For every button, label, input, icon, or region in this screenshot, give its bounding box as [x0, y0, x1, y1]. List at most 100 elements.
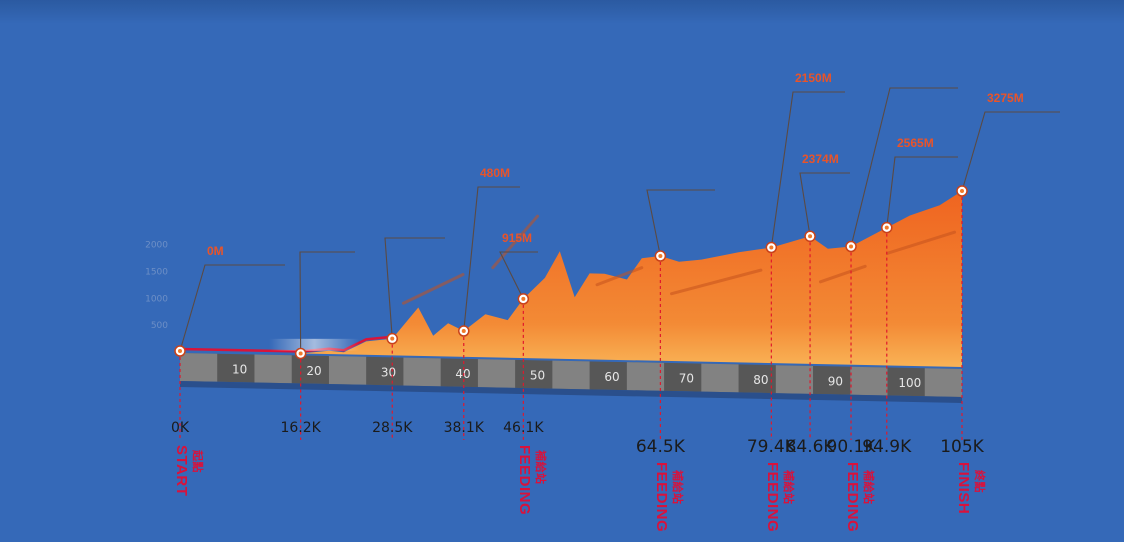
ribbon-tick-label: 60	[604, 370, 619, 384]
checkpoint-distance-label: 38.1K	[444, 420, 485, 436]
checkpoint-distance-label: 94.9K	[862, 437, 912, 457]
ridge-shade	[818, 264, 867, 284]
station-label-zh: 補給站	[782, 470, 795, 505]
station-label: FEEDING	[844, 462, 861, 532]
checkpoint-leader	[850, 87, 958, 247]
station-label-zh: 補給站	[671, 470, 684, 505]
station-label-zh: 補給站	[862, 470, 875, 505]
checkpoint-elevation-label: 915M	[502, 231, 532, 245]
checkpoint-marker-center	[884, 225, 889, 230]
y-tick-label: 1500	[145, 267, 168, 277]
checkpoint-leader	[770, 91, 845, 248]
checkpoint-distance-label: 64.5K	[636, 437, 686, 457]
checkpoint-distance-label: 46.1K	[503, 420, 544, 436]
station-label-en: FEEDING	[516, 445, 534, 516]
station-label-zh: 起點	[191, 450, 203, 473]
ridge-shade	[886, 230, 957, 255]
station-label: FEEDING	[653, 462, 670, 532]
checkpoint-distance-label: 90.1K	[827, 437, 877, 457]
ridge-shade	[491, 214, 539, 270]
checkpoint-elevation-label: 3275M	[987, 91, 1024, 105]
checkpoint-marker-center	[178, 349, 182, 353]
station-label: START	[173, 445, 190, 496]
checkpoint-marker-center	[769, 245, 774, 250]
checkpoint-elevation-label: 0M	[207, 244, 224, 258]
checkpoint-leader	[961, 111, 1060, 192]
checkpoint-marker-center	[849, 244, 854, 249]
ribbon-tick-label: 100	[898, 376, 921, 390]
checkpoint-leaders	[179, 87, 1060, 354]
ribbon-segment	[403, 357, 441, 387]
station-label-en: FEEDING	[844, 462, 862, 533]
ribbon-segment	[552, 360, 590, 390]
ribbon-segment	[701, 363, 739, 393]
distance-ribbon: 10 20 30 40 50 60 70 80 90 100	[180, 353, 962, 403]
checkpoint-distance-label: 16.2K	[280, 420, 321, 436]
station-label-zh: 終點	[973, 470, 985, 493]
station-label: FEEDING	[516, 445, 533, 515]
ribbon-segment	[626, 362, 665, 391]
ridge-shade	[595, 266, 644, 287]
ribbon-tick-label: 80	[753, 373, 768, 387]
ridge-shade	[670, 268, 763, 296]
y-axis-ticks: 500 1000 1500 2000	[145, 241, 168, 332]
station-label: FINISH	[955, 462, 972, 514]
y-tick-label: 1000	[145, 294, 168, 304]
elevation-area-shape	[180, 191, 962, 367]
ribbon-shadow	[180, 381, 962, 403]
chart-text: 0M 0K 16.2K 28.5K 480M 38.1K 915M 46.1K 64.5K 215…	[171, 71, 1024, 457]
checkpoint-elevation-label: 2150M	[795, 71, 832, 85]
station-label-en: FEEDING	[653, 462, 671, 533]
checkpoint-elevation-label: 2374M	[802, 152, 839, 166]
checkpoint-elevation-label: 480M	[480, 166, 510, 180]
elevation-ridges	[401, 214, 957, 305]
checkpoint-elevation-label: 2565M	[897, 136, 934, 150]
checkpoint-distance-label: 105K	[940, 437, 984, 457]
checkpoint-marker-center	[298, 351, 303, 356]
ribbon-tick-label: 50	[530, 369, 545, 383]
station-label-en: START	[173, 445, 190, 497]
checkpoint-marker-center	[390, 336, 395, 341]
ribbon-segment	[254, 354, 292, 384]
checkpoint-distance-label: 84.6K	[786, 437, 836, 457]
station-label-en: FEEDING	[764, 462, 782, 533]
elevation-area	[179, 191, 962, 367]
y-tick-label: 500	[151, 321, 168, 331]
checkpoint-leader	[499, 251, 538, 300]
ridge-shade	[401, 273, 465, 305]
ribbon-tick-label: 90	[828, 375, 843, 389]
ribbon-tick-label: 10	[232, 363, 247, 377]
ribbon-segment	[477, 359, 516, 388]
ribbon-tick-label: 30	[381, 366, 396, 380]
ribbon-segment	[850, 366, 888, 396]
checkpoint-marker-center	[521, 296, 526, 301]
ribbon-segment	[328, 356, 367, 385]
station-label: FEEDING	[764, 462, 781, 532]
station-label-zh: 補給站	[534, 450, 547, 485]
checkpoint-guides	[179, 197, 963, 440]
checkpoint-distance-label: 28.5K	[372, 420, 413, 436]
ribbon-tick-label: 70	[679, 372, 694, 386]
ribbon-segment	[924, 368, 962, 397]
checkpoint-leader	[799, 172, 850, 237]
start-glow	[269, 338, 360, 351]
checkpoint-marker-center	[960, 189, 964, 193]
station-label-en: FINISH	[955, 462, 972, 515]
checkpoint-leader	[299, 251, 355, 354]
y-tick-label: 2000	[145, 241, 168, 251]
ribbon-tick-label: 40	[455, 367, 470, 381]
checkpoint-markers	[174, 185, 968, 360]
checkpoint-marker-center	[808, 234, 813, 239]
checkpoint-leader	[886, 156, 958, 228]
ribbon-segment	[180, 353, 218, 382]
ribbon-tick-label: 20	[306, 364, 321, 378]
checkpoint-leader	[179, 264, 285, 352]
checkpoint-leader	[646, 189, 715, 257]
checkpoint-marker-center	[658, 254, 663, 259]
checkpoint-leader	[463, 186, 520, 332]
checkpoint-marker-center	[461, 329, 466, 334]
ribbon-segment	[775, 365, 814, 394]
checkpoint-distance-label: 0K	[171, 420, 190, 436]
checkpoint-leader	[384, 237, 445, 339]
